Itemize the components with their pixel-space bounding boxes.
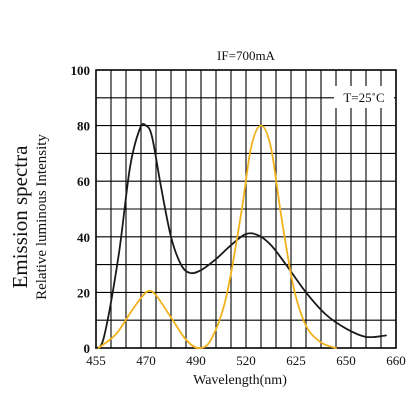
x-tick-label: 625 (286, 353, 306, 368)
y-tick-label: 60 (77, 174, 90, 189)
x-tick-label: 490 (186, 353, 206, 368)
x-tick-label: 660 (386, 353, 406, 368)
y-tick-label: 20 (77, 285, 90, 300)
plot-frame (95, 69, 397, 349)
x-tick-labels: 455 470 490 520 625 650 660 (86, 353, 406, 368)
y-tick-label: 40 (77, 230, 90, 245)
y-tick-label: 100 (71, 63, 91, 78)
series-line-yellow (97, 124, 337, 349)
series-line-black (95, 122, 387, 349)
y-tick-label: 80 (77, 119, 90, 134)
y-tick-labels: 0 20 40 60 80 100 (71, 63, 91, 356)
x-axis-label: Wavelength(nm) (193, 373, 287, 388)
y-axis-sublabel: Relative luminous Intensity (34, 134, 50, 300)
series-group (95, 122, 387, 349)
temperature-annotation: T=25˚C (343, 90, 384, 105)
x-tick-label: 455 (86, 353, 106, 368)
temperature-annotation-box (334, 86, 394, 108)
x-tick-label: 520 (236, 353, 256, 368)
grid (96, 70, 396, 348)
x-tick-label: 470 (136, 353, 156, 368)
y-tick-label: 0 (84, 341, 91, 356)
x-tick-label: 650 (336, 353, 356, 368)
chart-title: IF=700mA (217, 48, 276, 63)
y-axis-label: Emission spectra (8, 145, 32, 289)
